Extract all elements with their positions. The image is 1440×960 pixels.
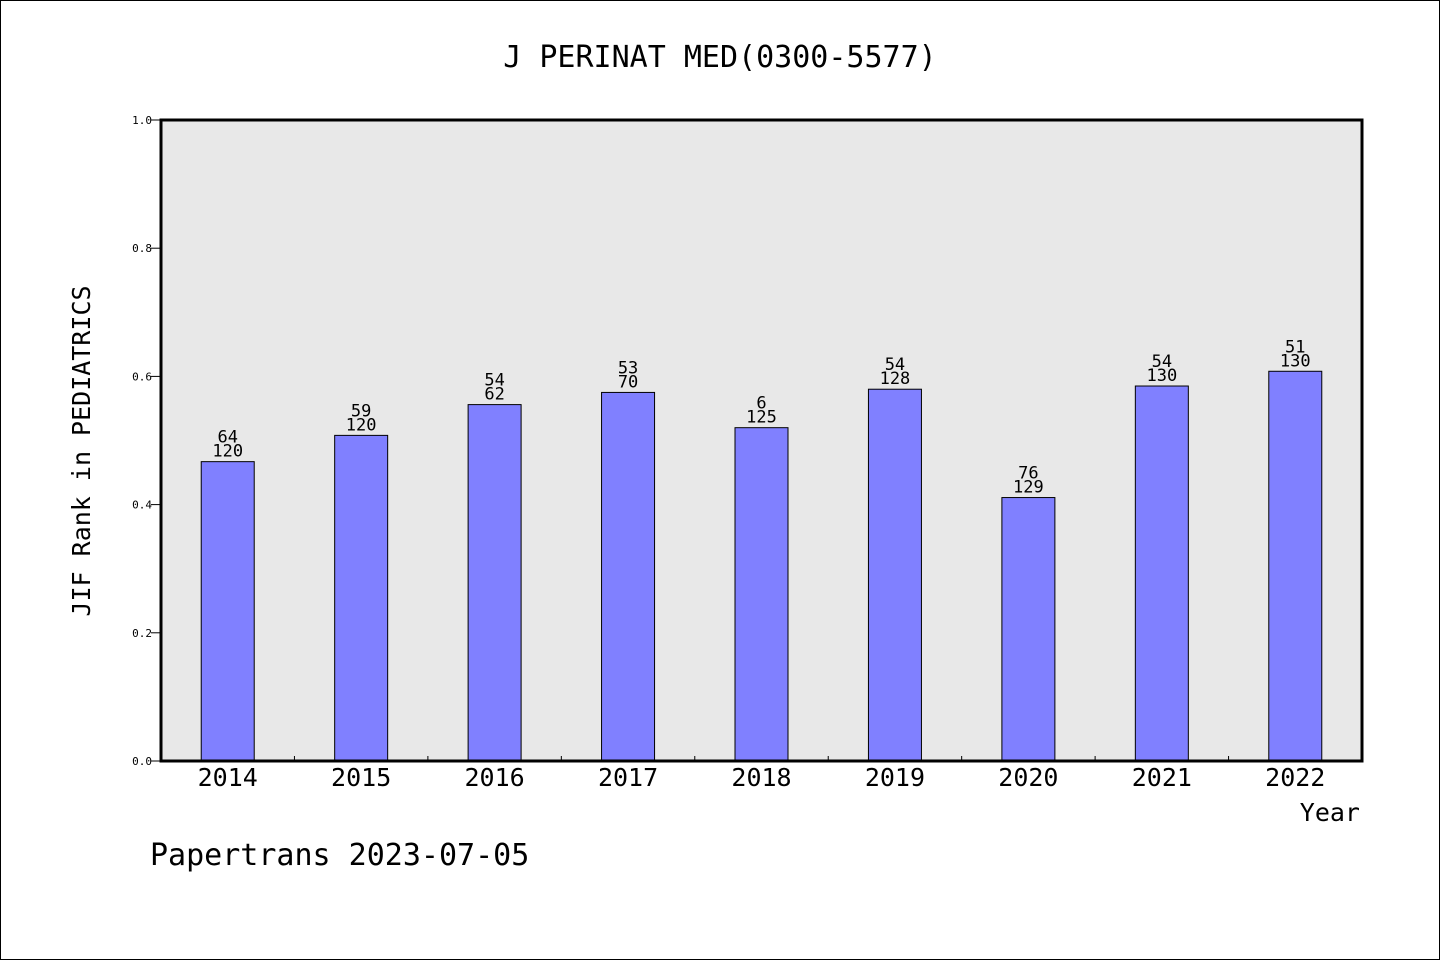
x-tick-label: 2020: [998, 763, 1058, 792]
footer-credit: Papertrans 2023-07-05: [150, 838, 529, 873]
y-tick-label: 0.2: [132, 627, 152, 640]
bar-2017: [601, 391, 656, 762]
bar-label-total: 125: [746, 408, 777, 428]
x-tick-label: 2016: [465, 763, 525, 792]
bar-label-rank: 59: [351, 401, 371, 421]
bar-2014: [200, 461, 255, 762]
bar-2019: [867, 388, 922, 762]
bar-2021: [1134, 385, 1189, 762]
bar-label-total: 128: [880, 369, 911, 389]
bar-label-total: 130: [1280, 351, 1311, 371]
y-tick-label: 0.8: [132, 242, 152, 255]
bar-2020: [1001, 497, 1056, 762]
x-tick-label: 2022: [1265, 763, 1325, 792]
bar-label-total: 62: [484, 385, 504, 405]
bar-label-rank: 54: [885, 355, 905, 375]
y-axis-title: JIF Rank in PEDIATRICS: [67, 285, 96, 616]
x-tick-label: 2021: [1132, 763, 1192, 792]
bar-label-rank: 53: [618, 358, 638, 378]
x-tick-label: 2018: [731, 763, 791, 792]
bars-group: 6412059120546253706125541287612954130511…: [200, 337, 1323, 762]
x-axis: 2014 2015 2016 2017 2018 2019 2020 2021 2022: [198, 756, 1325, 792]
bar-label-total: 120: [212, 442, 243, 462]
y-tick-label: 1.0: [132, 114, 152, 127]
y-tick-label: 0.4: [132, 499, 152, 512]
bar-label-rank: 51: [1285, 337, 1305, 357]
bar-label-rank: 54: [484, 371, 504, 391]
bar-label-rank: 76: [1018, 464, 1038, 484]
bar-2022: [1268, 370, 1323, 762]
bar-label-rank: 54: [1152, 352, 1172, 372]
bar-2018: [734, 427, 789, 762]
plot-border: [159, 118, 1364, 763]
bar-label-total: 70: [618, 372, 638, 392]
x-tick-label: 2017: [598, 763, 658, 792]
bar-label-total: 130: [1146, 366, 1177, 386]
x-tick-label: 2014: [198, 763, 258, 792]
bar-label-total: 120: [346, 415, 377, 435]
y-tick-label: 0.6: [132, 370, 152, 383]
bar-label-rank: 6: [756, 394, 766, 414]
y-axis: 0.0 0.2 0.4 0.6 0.8 1.0: [132, 114, 161, 768]
bar-label-total: 129: [1013, 478, 1044, 498]
bar-2015: [334, 434, 389, 762]
x-tick-label: 2019: [865, 763, 925, 792]
x-axis-title: Year: [1300, 798, 1360, 827]
chart-title: J PERINAT MED(0300-5577): [503, 40, 936, 75]
x-tick-label: 2015: [331, 763, 391, 792]
y-tick-label: 0.0: [132, 755, 152, 768]
bar-2016: [467, 404, 522, 762]
bar-label-rank: 64: [217, 428, 237, 448]
